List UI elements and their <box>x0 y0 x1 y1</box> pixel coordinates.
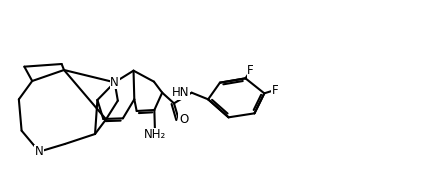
Text: NH₂: NH₂ <box>144 128 166 141</box>
Text: O: O <box>179 113 188 126</box>
Text: N: N <box>35 145 44 158</box>
Text: F: F <box>247 64 254 77</box>
Text: HN: HN <box>172 86 190 99</box>
Text: F: F <box>272 83 278 96</box>
Text: N: N <box>110 76 119 89</box>
